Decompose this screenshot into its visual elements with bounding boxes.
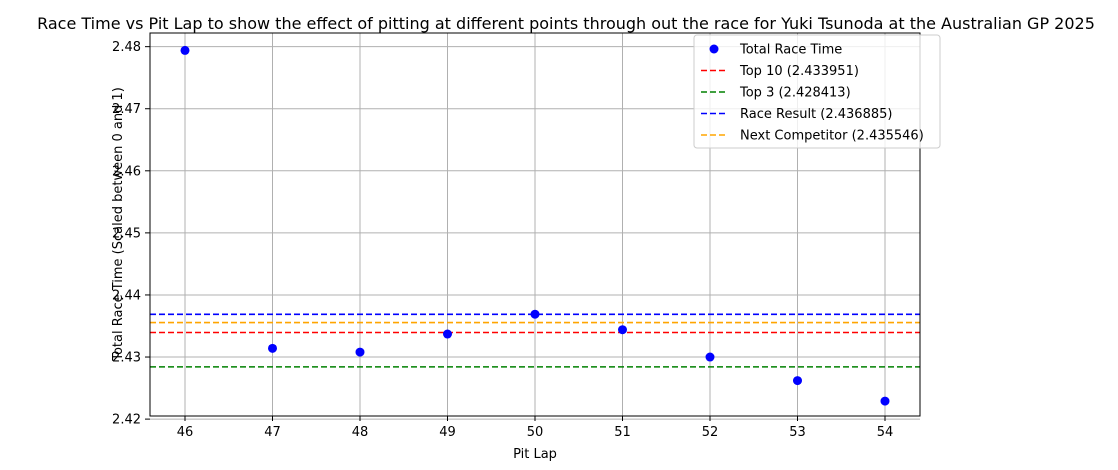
x-tick-label: 47 [264, 425, 281, 440]
legend-box [693, 34, 941, 149]
x-tick-label: 51 [614, 425, 631, 440]
x-tick-label: 48 [352, 425, 369, 440]
x-tick-label: 52 [702, 425, 719, 440]
legend-label: Race Result (2.436885) [740, 107, 892, 122]
data-point [180, 45, 190, 55]
y-tick-label: 2.45 [112, 226, 141, 241]
grid [150, 33, 920, 420]
data-point [355, 347, 365, 357]
legend-label: Top 10 (2.433951) [739, 64, 859, 79]
legend-label: Total Race Time [739, 43, 842, 58]
data-points [180, 45, 890, 406]
data-point [443, 329, 452, 339]
y-tick-label: 2.43 [112, 351, 141, 366]
data-point [880, 396, 890, 406]
data-point [268, 343, 277, 353]
data-point [618, 325, 627, 335]
y-tick-label: 2.44 [112, 288, 141, 303]
x-tick-label: 53 [789, 425, 806, 440]
x-tick-label: 50 [527, 425, 544, 440]
x-tick-label: 49 [439, 425, 456, 440]
legend-marker [709, 44, 719, 54]
chart-title: Race Time vs Pit Lap to show the effect … [37, 14, 1095, 33]
y-tick-label: 2.46 [112, 164, 141, 179]
y-axis-ticks: 2.42 2.43 2.44 2.45 2.46 2.47 2.48 [112, 40, 150, 428]
data-point [705, 352, 715, 362]
x-tick-label: 54 [877, 425, 894, 440]
data-point [530, 309, 540, 319]
legend: Total Race Time Top 10 (2.433951) Top 3 (2… [693, 34, 941, 149]
legend-label: Top 3 (2.428413) [739, 86, 851, 101]
x-axis-label: Pit Lap [513, 447, 557, 462]
y-tick-label: 2.42 [112, 413, 141, 428]
y-tick-label: 2.48 [112, 40, 141, 55]
reference-lines [150, 313, 920, 368]
legend-label: Next Competitor (2.435546) [740, 129, 924, 144]
legend-items: Total Race Time Top 10 (2.433951) Top 3 (2… [701, 43, 924, 144]
x-axis-ticks: 46 47 48 49 50 51 52 53 54 [177, 416, 894, 440]
x-tick-label: 46 [177, 425, 194, 440]
data-point [793, 376, 802, 386]
y-tick-label: 2.47 [112, 102, 141, 117]
y-axis-label: Total Race Time (Scaled between 0 and 1) [111, 87, 126, 362]
